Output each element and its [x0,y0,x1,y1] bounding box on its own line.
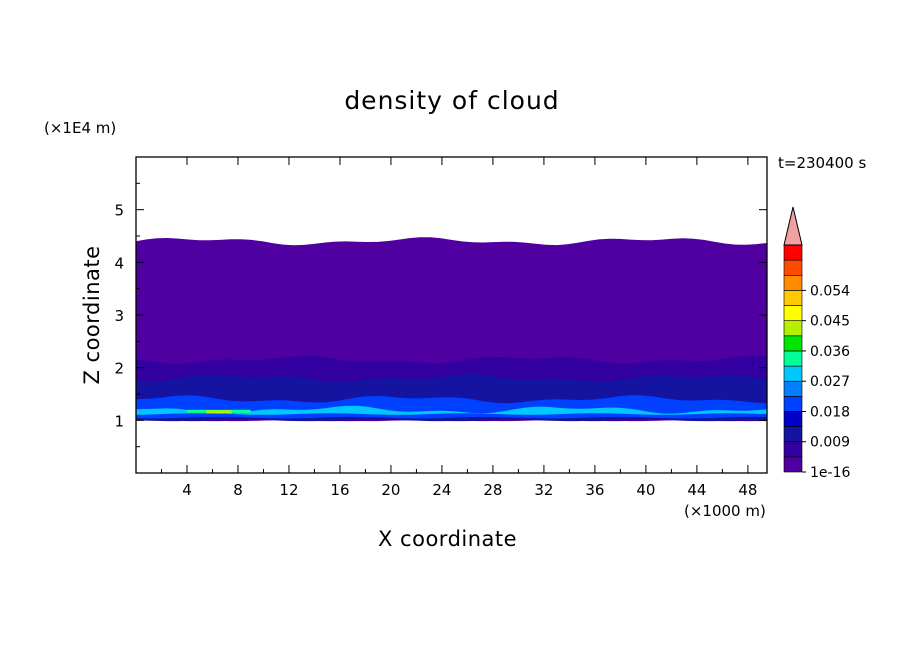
colorbar-segment [783,290,803,306]
colorbar-segment [783,305,803,321]
colorbar-segment [783,259,803,276]
x-tick-label: 24 [432,481,451,499]
x-tick-label: 20 [381,481,400,499]
colorbar-segment [783,411,803,427]
colorbar-tick-label: 0.054 [810,283,850,299]
colorbar-tick-label: 0.045 [810,314,850,330]
colorbar-tick-label: 1e-16 [810,465,850,481]
x-tick-label: 32 [534,481,553,499]
colorbar-segment [783,380,803,397]
x-tick-label: 48 [738,481,757,499]
colorbar-segment [783,335,803,352]
colorbar-tick-label: 0.009 [810,435,850,451]
y-tick-label: 3 [114,307,124,325]
y-tick-label: 2 [114,360,124,378]
x-tick-label: 4 [182,481,192,499]
y-axis-units: (×1E4 m) [44,119,117,137]
colorbar-tick-label: 0.018 [810,404,850,420]
colorbar-tick-label: 0.036 [810,344,850,360]
x-tick-label: 16 [330,481,349,499]
x-tick-label: 12 [279,481,298,499]
y-tick-label: 4 [114,254,124,272]
cloud-patch-1 [206,410,232,414]
colorbar-extend-arrow [783,206,803,246]
colorbar-segment [783,350,803,367]
colorbar-segment [783,441,803,458]
y-tick-label: 5 [114,202,124,220]
colorbar-segment [783,426,803,443]
colorbar-segment [783,396,803,412]
x-tick-label: 44 [687,481,706,499]
y-tick-label: 1 [114,412,124,430]
cloud-layer-5 [136,405,767,415]
x-axis-label: X coordinate [378,527,518,551]
colorbar-segment [783,365,803,382]
colorbar-segment [783,244,803,261]
colorbar: 1e-16 0.009 0.018 0.027 0.036 0.045 0.054 [783,206,850,481]
x-tick-label: 28 [483,481,502,499]
colorbar-tick-label: 0.027 [810,374,850,390]
colorbar-segment [783,320,803,337]
x-tick-label: 40 [636,481,655,499]
chart-title: density of cloud [344,86,560,115]
colorbar-segment [783,274,803,291]
colorbar-segment [783,456,803,473]
x-axis-units: (×1000 m) [684,502,766,520]
density-field [136,237,767,422]
time-label: t=230400 s [778,154,867,172]
x-tick-label: 8 [233,481,243,499]
x-tick-label: 36 [585,481,604,499]
